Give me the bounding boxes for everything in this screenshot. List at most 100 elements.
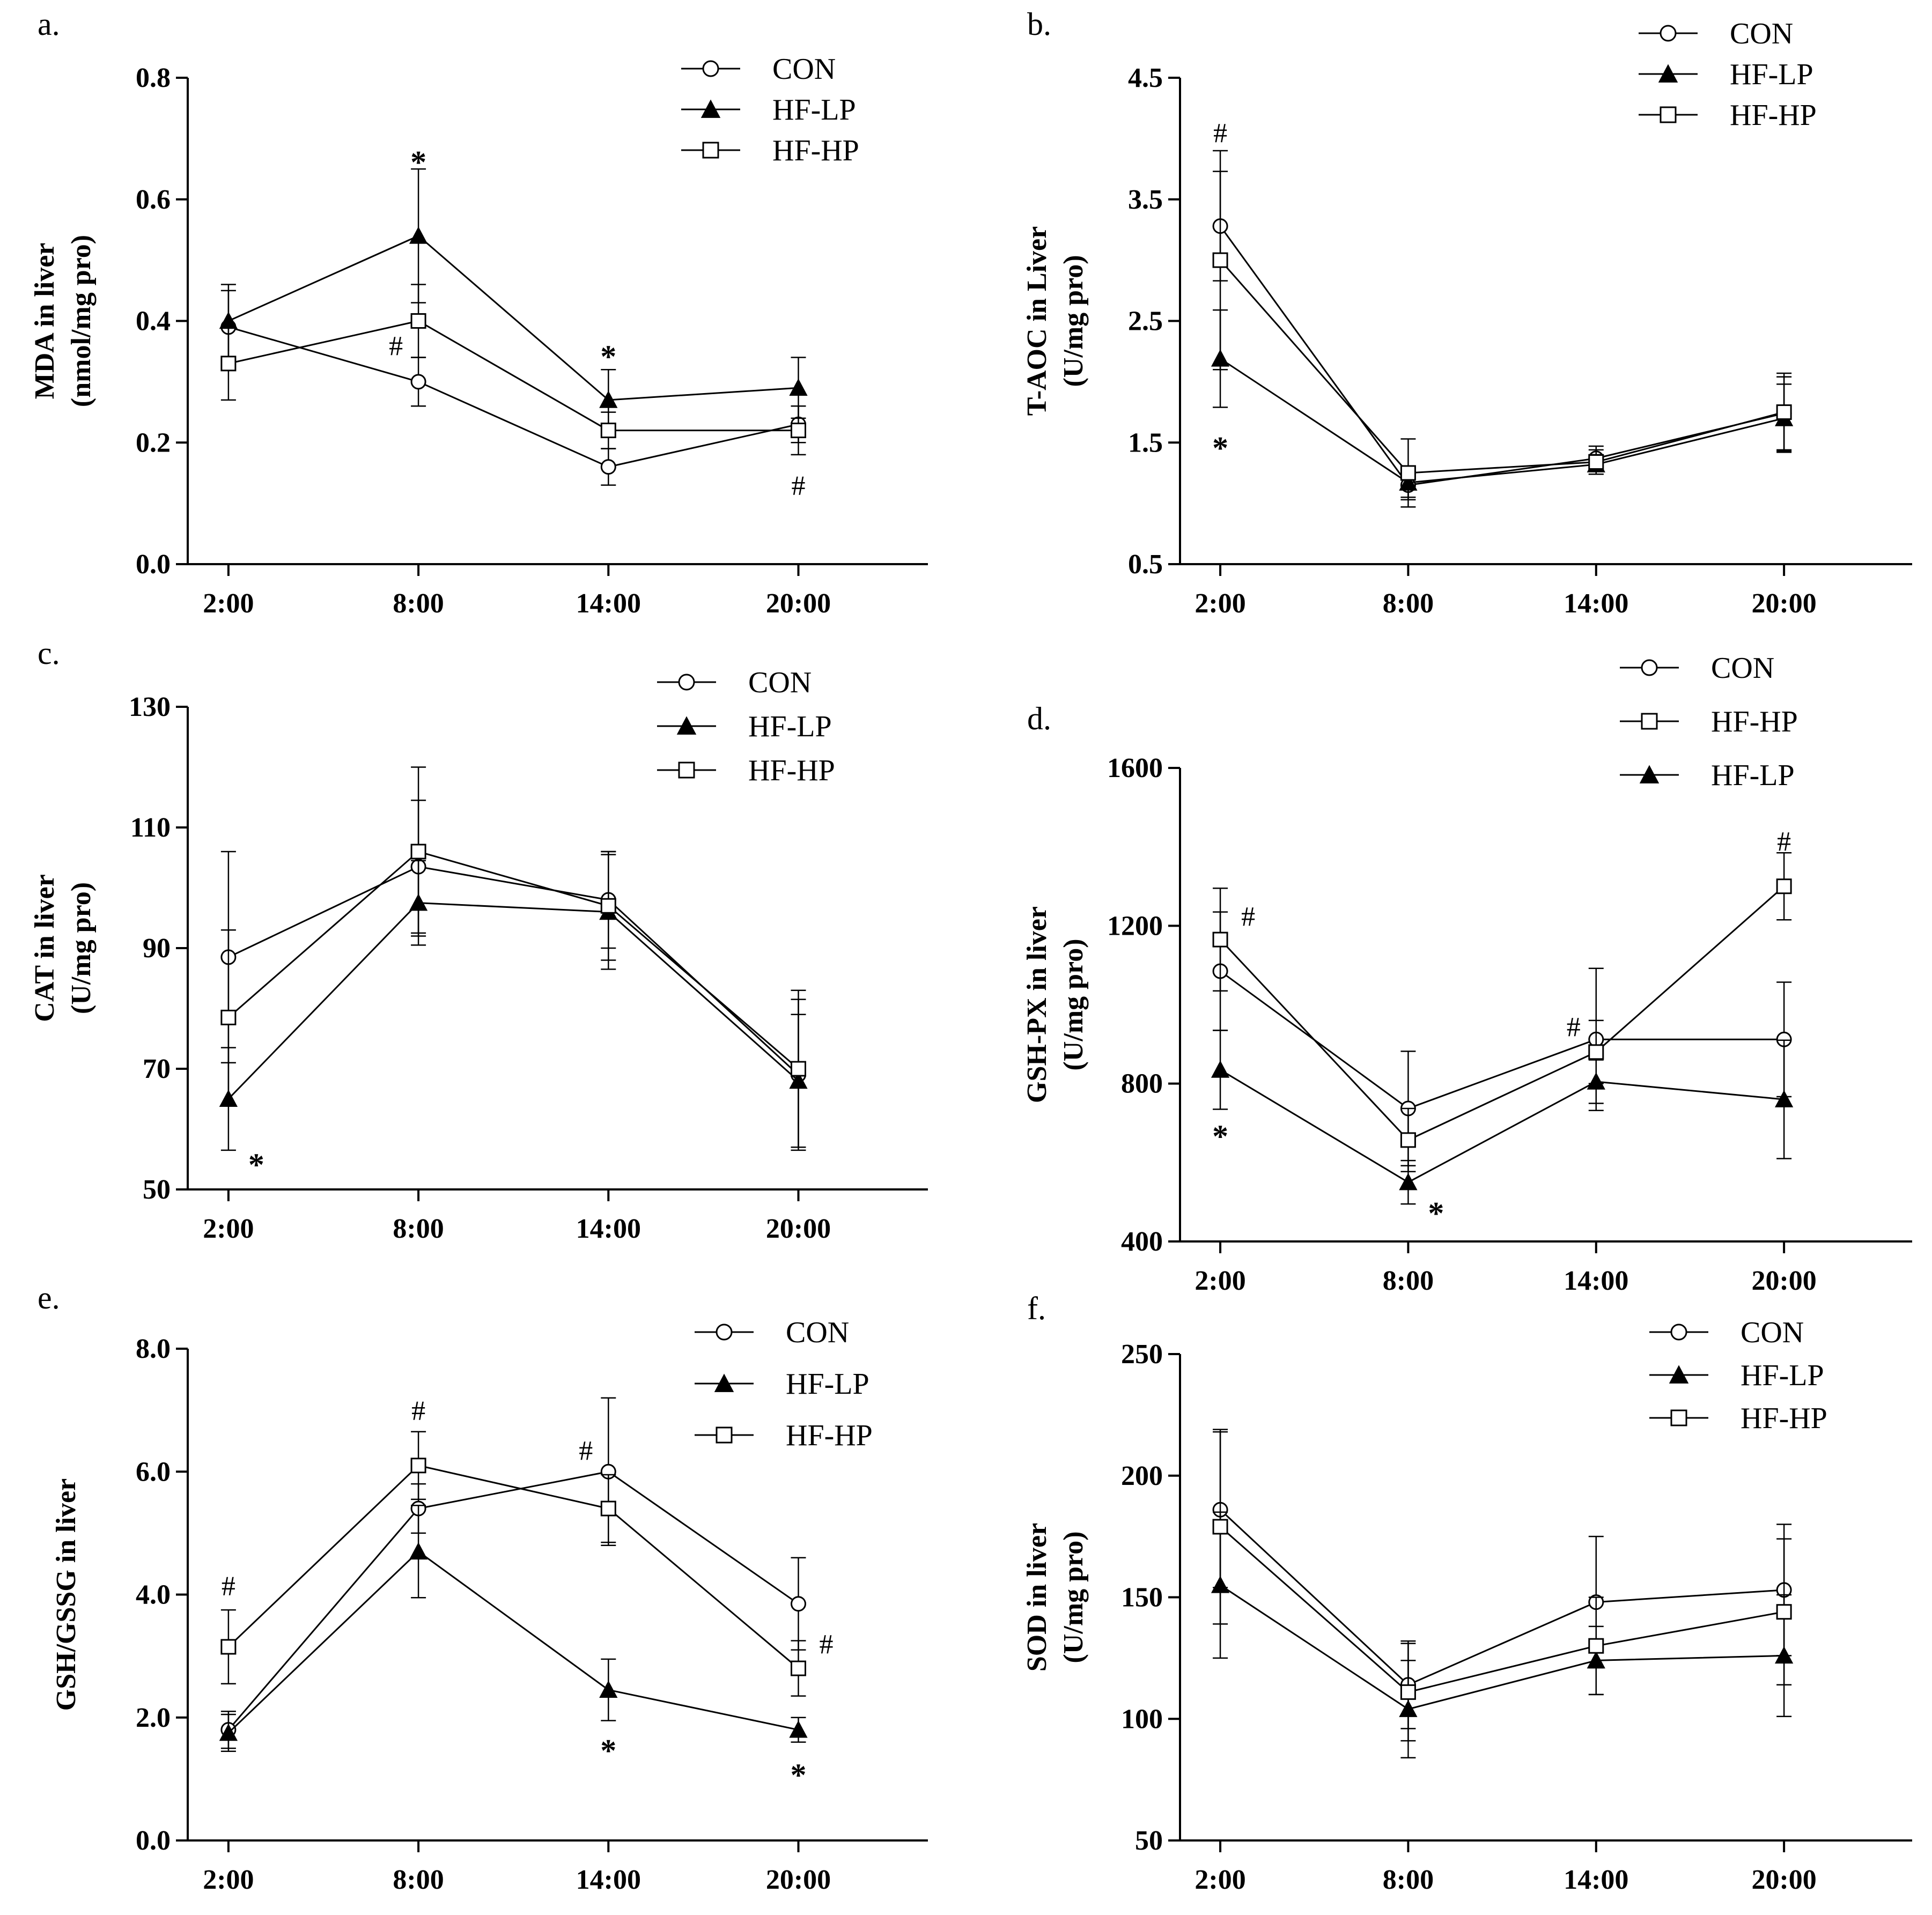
y-tick-label: 150: [1121, 1583, 1163, 1613]
y-tick-label: 50: [1135, 1825, 1163, 1856]
data-point: [410, 313, 426, 329]
series-line: [1220, 970, 1784, 1110]
x-tick-label: 2:00: [203, 1865, 254, 1895]
series-hf-lp: [219, 1505, 808, 1753]
series-line: [227, 902, 799, 1100]
series-con: [220, 1397, 806, 1749]
significance-star: *: [600, 339, 616, 374]
legend-label: CON: [786, 1316, 849, 1349]
legend-label: CON: [748, 666, 812, 699]
y-tick-label: 200: [1121, 1461, 1163, 1491]
significance-hash: #: [820, 1629, 834, 1660]
data-point: [409, 226, 428, 244]
data-point: [791, 1596, 806, 1612]
legend-label: HF-HP: [1730, 99, 1817, 132]
data-point: [600, 423, 616, 439]
legend: CON HF-LP HF-HP: [657, 666, 835, 787]
legend-marker: [1639, 765, 1660, 783]
y-axis-label: MDA in liver: [30, 243, 60, 400]
series-con: [220, 290, 806, 486]
y-axis-label: (nmol/mg pro): [66, 235, 97, 407]
x-tick-label: 20:00: [766, 588, 831, 619]
y-tick-label: 50: [143, 1174, 171, 1205]
y-tick-label: 0.2: [136, 427, 171, 458]
panel-a: a. 0.0 0.2 0.4 0.6 0.8 2:00 8:00 14:00 20:00 MDA i…: [30, 6, 928, 619]
series-line: [1220, 1509, 1784, 1686]
series-con: [220, 800, 806, 1151]
significance-star: *: [1428, 1195, 1444, 1231]
series-hf-hp: [220, 284, 806, 456]
data-point: [600, 898, 616, 914]
y-tick-label: 130: [129, 692, 171, 722]
y-tick-label: 3.5: [1128, 184, 1163, 215]
data-point: [600, 459, 616, 475]
y-tick-label: 250: [1121, 1339, 1163, 1370]
significance-hash: #: [222, 1571, 235, 1601]
x-tick-label: 20:00: [766, 1214, 831, 1244]
series-hf-lp: [219, 168, 808, 431]
y-tick-label: 0.5: [1128, 549, 1163, 580]
data-point: [1588, 1044, 1604, 1060]
legend: CON HF-LP HF-HP: [695, 1316, 873, 1452]
panel-e: e. 0.0 2.0 4.0 6.0 8.0 2:00 8:00 14:00 20:00 GSH/G…: [38, 1280, 928, 1895]
legend-marker: [716, 1324, 733, 1341]
legend-marker: [702, 142, 719, 159]
data-point: [1212, 252, 1228, 268]
y-axis-label: GSH/GSSG in liver: [51, 1478, 82, 1711]
x-tick-label: 14:00: [1564, 588, 1628, 619]
legend-label: CON: [1741, 1316, 1804, 1349]
data-point: [219, 1724, 238, 1741]
legend-marker: [700, 99, 721, 118]
data-point: [791, 423, 806, 439]
series-line: [227, 1470, 799, 1731]
y-axis-label: SOD in liver: [1022, 1523, 1052, 1672]
y-tick-label: 2.0: [136, 1703, 171, 1733]
legend-marker: [1669, 1365, 1689, 1384]
y-tick-label: 0.0: [136, 549, 171, 580]
legend-label: HF-LP: [1730, 58, 1813, 91]
x-tick-label: 2:00: [1194, 1266, 1245, 1296]
data-point: [410, 1458, 426, 1474]
legend-label: HF-HP: [1711, 705, 1798, 738]
significance-hash: #: [1777, 826, 1791, 857]
data-point: [1399, 1173, 1418, 1191]
x-tick-label: 20:00: [1751, 588, 1816, 619]
data-point: [791, 1061, 806, 1077]
series-line: [228, 326, 799, 468]
legend-marker: [716, 1426, 733, 1444]
series-hf-hp: [220, 1431, 806, 1697]
legend-marker: [1670, 1324, 1687, 1341]
significance-star: *: [248, 1147, 264, 1182]
series-hf-hp: [220, 766, 806, 1148]
legend-marker: [1660, 106, 1677, 123]
series-con: [1212, 911, 1792, 1166]
panel-label: f.: [1027, 1291, 1046, 1326]
data-point: [220, 1009, 237, 1025]
legend-marker: [678, 761, 695, 779]
data-point: [1776, 878, 1792, 894]
series-line: [227, 851, 799, 1070]
legend: CON HF-LP HF-HP: [1649, 1316, 1827, 1435]
series-line: [228, 235, 799, 401]
y-tick-label: 90: [143, 933, 171, 964]
y-axis-label: (U/mg pro): [1058, 938, 1089, 1070]
data-point: [1211, 1060, 1230, 1078]
y-axis-label: (U/mg pro): [1058, 255, 1089, 387]
y-axis-label: CAT in liver: [30, 874, 60, 1022]
y-tick-label: 400: [1121, 1226, 1163, 1257]
series-hf-lp: [1211, 1511, 1794, 1759]
series-con: [1212, 171, 1792, 501]
x-tick-label: 14:00: [576, 1214, 641, 1244]
y-axis-label: (U/mg pro): [66, 882, 97, 1014]
significance-hash: #: [1213, 118, 1227, 149]
series-line: [228, 320, 799, 432]
data-point: [410, 844, 426, 860]
significance-hash: #: [1241, 901, 1255, 932]
y-tick-label: 0.6: [136, 184, 171, 215]
panel-d: d. 400 800 1200 1600 2:00 8:00 14:00 20:00 GSH-PX…: [1022, 652, 1912, 1296]
legend-label: HF-HP: [1741, 1402, 1827, 1435]
panel-f: f. 50 100 150 200 250 2:00 8:00 14:00 20:00 SOD in…: [1022, 1291, 1912, 1895]
series-line: [1220, 358, 1784, 484]
x-tick-label: 8:00: [393, 588, 444, 619]
